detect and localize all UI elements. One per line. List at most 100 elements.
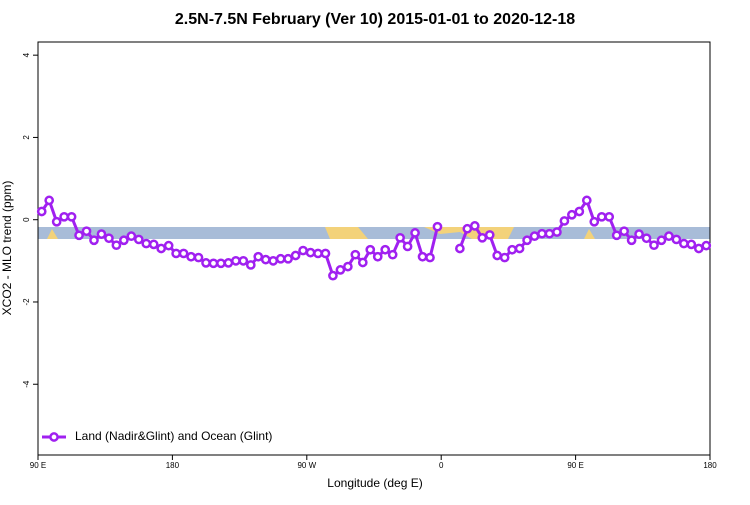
data-point [611, 230, 622, 241]
x-tick-label: 180 [703, 461, 717, 470]
data-point [410, 228, 420, 238]
data-point [283, 253, 293, 264]
legend-label: Land (Nadir&Glint) and Ocean (Glint) [75, 429, 272, 443]
data-point [119, 235, 129, 246]
data-point [679, 238, 689, 249]
data-point [671, 234, 682, 245]
data-point [59, 211, 69, 222]
data-point [634, 229, 644, 239]
data-point [51, 216, 62, 227]
data-point [156, 243, 167, 254]
y-tick-label: 4 [22, 52, 31, 57]
data-point [171, 248, 181, 259]
y-axis-label: XCO2 - MLO trend (ppm) [0, 181, 14, 316]
data-point [619, 226, 629, 237]
data-point [365, 244, 376, 255]
data-point [238, 255, 249, 266]
data-point [664, 231, 674, 242]
data-point [313, 248, 323, 259]
data-point [432, 221, 443, 232]
data-point [656, 235, 667, 246]
y-tick-label: -4 [22, 380, 31, 388]
data-point [604, 211, 615, 222]
x-tick-label: 90 E [567, 461, 583, 470]
data-point [514, 243, 525, 254]
data-point [223, 258, 234, 268]
x-tick-label: 180 [166, 461, 180, 470]
x-tick-label: 90 W [297, 461, 316, 470]
data-point [372, 251, 383, 262]
data-point [380, 244, 391, 255]
data-point [357, 257, 368, 268]
data-point [484, 230, 495, 240]
data-point [104, 233, 114, 244]
data-point [335, 265, 346, 275]
data-point [589, 216, 600, 227]
data-point [89, 235, 99, 246]
data-point [193, 252, 204, 263]
y-tick-label: 0 [22, 217, 31, 222]
data-point [216, 258, 226, 269]
data-point [462, 223, 473, 234]
data-point [499, 252, 510, 263]
data-point [477, 232, 488, 243]
data-point [544, 228, 555, 239]
data-point [186, 251, 196, 262]
data-point [275, 253, 286, 264]
data-point [581, 195, 592, 206]
data-point [320, 248, 331, 259]
data-point [81, 226, 92, 237]
data-point [537, 228, 547, 239]
data-point [567, 209, 577, 220]
y-tick-label: 2 [22, 135, 31, 140]
data-point [245, 260, 256, 270]
data-point [559, 216, 570, 226]
data-point [268, 255, 279, 266]
data-point [552, 227, 562, 237]
data-point [208, 258, 219, 269]
data-point [44, 195, 55, 206]
data-point [126, 231, 137, 242]
data-point [522, 235, 532, 246]
data-point [141, 238, 152, 249]
y-tick-label: -2 [22, 298, 31, 306]
data-point [507, 244, 517, 255]
data-point [626, 235, 637, 246]
data-point [178, 248, 189, 259]
data-point [163, 240, 174, 251]
data-point [36, 206, 47, 217]
data-point [649, 240, 659, 251]
data-point [402, 241, 413, 252]
data-point [343, 261, 353, 272]
data-point [74, 230, 84, 241]
data-point [425, 252, 435, 263]
data-point [686, 239, 697, 250]
x-tick-label: 90 E [30, 461, 46, 470]
data-point [395, 232, 405, 243]
data-point [492, 250, 503, 261]
data-point [260, 254, 271, 265]
data-point [305, 247, 316, 258]
data-point [298, 245, 308, 256]
data-point [596, 211, 607, 222]
data-point [111, 240, 122, 251]
data-point [350, 249, 361, 260]
data-point [66, 211, 77, 222]
data-point [529, 231, 540, 242]
data-point [641, 233, 652, 244]
data-point [290, 250, 301, 261]
data-point [201, 258, 211, 268]
legend-marker [49, 432, 59, 442]
x-axis-label: Longitude (deg E) [327, 476, 422, 490]
data-point [148, 239, 159, 250]
data-point [469, 221, 480, 231]
data-point [417, 251, 428, 262]
data-point [574, 206, 585, 217]
data-point [96, 229, 107, 239]
data-point [328, 270, 338, 281]
x-tick-label: 0 [439, 461, 444, 470]
data-point [133, 234, 144, 245]
data-point [253, 251, 264, 262]
data-point [231, 255, 241, 266]
